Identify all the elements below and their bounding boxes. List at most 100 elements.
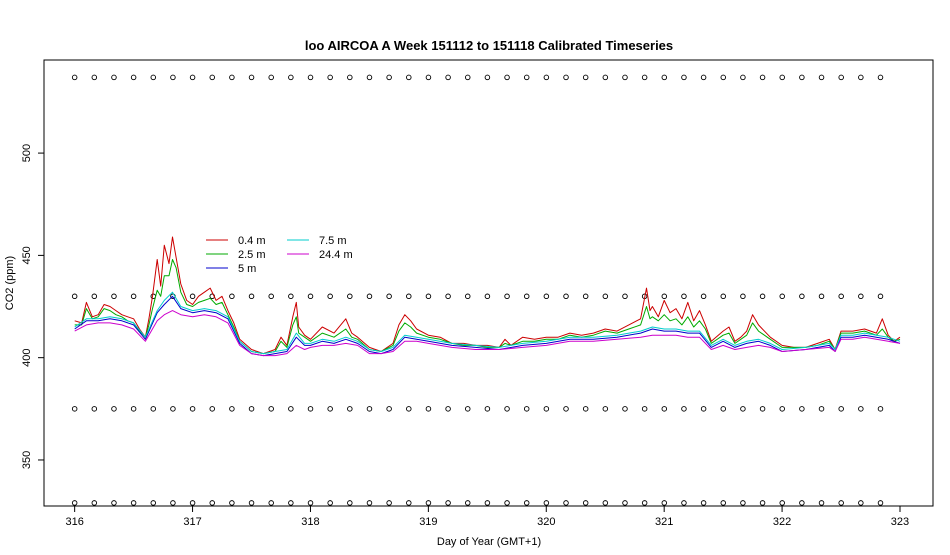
status-marker [386, 293, 392, 300]
status-marker [622, 293, 628, 300]
status-marker [386, 406, 392, 412]
status-marker [563, 406, 569, 412]
status-marker [622, 74, 628, 81]
status-marker [91, 74, 98, 81]
status-marker [582, 406, 589, 412]
status-marker [858, 406, 864, 412]
status-marker [71, 74, 78, 81]
x-axis: 316 317 318 319 320 321 322 323 [65, 506, 909, 528]
x-tick-label: 318 [301, 516, 319, 528]
status-marker [563, 500, 569, 506]
status-marker [740, 293, 746, 300]
x-tick-label: 321 [655, 516, 673, 528]
status-marker [799, 293, 805, 300]
status-marker [406, 500, 412, 506]
y-tick-label: 350 [21, 451, 33, 469]
status-marker [700, 74, 707, 81]
status-marker [288, 293, 294, 300]
status-marker [464, 406, 471, 412]
status-marker [209, 74, 215, 81]
status-marker [130, 406, 137, 412]
status-marker [582, 293, 589, 300]
status-marker [661, 500, 668, 506]
status-marker [779, 500, 785, 506]
status-marker [71, 293, 78, 300]
status-marker [858, 293, 864, 300]
status-marker [307, 500, 314, 506]
status-marker [386, 74, 392, 81]
status-marker [366, 500, 373, 506]
status-marker [91, 500, 98, 506]
series-line-24-4-m [74, 310, 901, 357]
status-marker [877, 74, 884, 81]
status-marker [877, 293, 884, 300]
status-marker [700, 293, 707, 300]
chart-title: loo AIRCOA A Week 151112 to 151118 Calib… [305, 38, 673, 53]
status-marker [347, 293, 353, 300]
status-marker [111, 406, 117, 412]
status-marker [759, 293, 766, 300]
status-marker [150, 500, 157, 506]
status-marker [681, 500, 687, 506]
series-line-7-5-m [74, 291, 901, 355]
status-marker [543, 293, 550, 300]
status-marker [484, 406, 491, 412]
status-marker [818, 500, 825, 506]
status-marker [71, 406, 78, 412]
status-marker [425, 74, 432, 81]
status-marker [229, 406, 235, 412]
x-tick-label: 320 [537, 516, 555, 528]
status-marker [582, 74, 589, 81]
status-marker [366, 406, 373, 412]
status-marker [347, 406, 353, 412]
status-marker [111, 74, 117, 81]
status-marker [425, 406, 432, 412]
status-marker [720, 500, 727, 506]
status-marker [189, 293, 196, 300]
status-marker [170, 500, 176, 506]
status-marker [799, 500, 805, 506]
status-marker [858, 500, 864, 506]
status-marker [288, 74, 294, 81]
status-marker [288, 406, 294, 412]
status-marker [91, 293, 98, 300]
status-marker [464, 293, 471, 300]
status-marker [838, 293, 844, 300]
status-marker [523, 74, 530, 81]
status-marker [484, 500, 491, 506]
status-marker [268, 406, 274, 412]
status-marker [523, 406, 530, 412]
status-marker [641, 406, 648, 412]
status-marker [661, 293, 668, 300]
status-marker [268, 500, 274, 506]
status-marker [838, 406, 844, 412]
status-marker [248, 500, 255, 506]
status-marker [425, 293, 432, 300]
status-marker [189, 500, 196, 506]
x-tick-label: 317 [183, 516, 201, 528]
status-marker [130, 293, 137, 300]
status-marker [425, 500, 432, 506]
y-axis: 350 400 450 500 [21, 144, 44, 469]
status-marker [543, 74, 550, 81]
legend-label: 0.4 m [238, 235, 266, 247]
status-marker [327, 406, 333, 412]
status-marker [288, 500, 294, 506]
status-marker [877, 500, 884, 506]
status-marker [150, 74, 157, 81]
y-tick-label: 400 [21, 348, 33, 366]
status-marker [248, 293, 255, 300]
status-markers [71, 74, 884, 506]
status-marker [248, 406, 255, 412]
status-marker [445, 406, 451, 412]
status-marker [759, 500, 766, 506]
status-marker [700, 406, 707, 412]
status-marker [543, 406, 550, 412]
status-marker [209, 406, 215, 412]
series-line-0-4-m [74, 236, 901, 355]
x-tick-label: 319 [419, 516, 437, 528]
status-marker [681, 406, 687, 412]
status-marker [818, 406, 825, 412]
status-marker [700, 500, 707, 506]
